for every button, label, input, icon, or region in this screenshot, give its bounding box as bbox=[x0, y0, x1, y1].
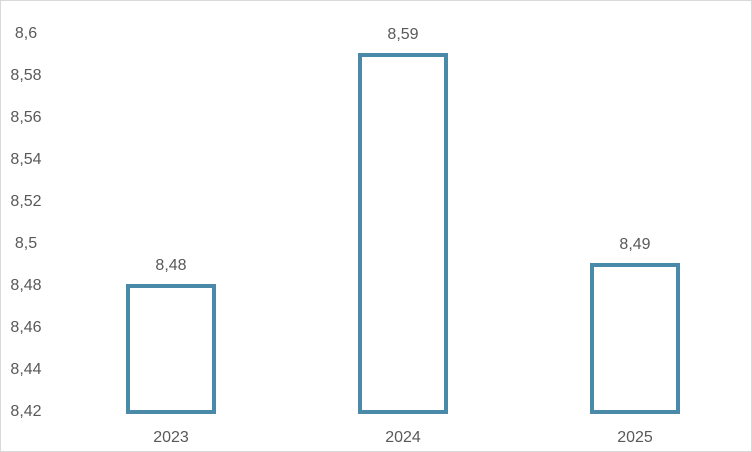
y-tick-label: 8,56 bbox=[10, 109, 41, 126]
y-tick-label: 8,46 bbox=[10, 319, 41, 336]
x-tick-label: 2024 bbox=[385, 429, 421, 446]
y-tick-label: 8,54 bbox=[10, 151, 41, 168]
y-tick-label: 8,58 bbox=[10, 67, 41, 84]
x-tick-label: 2023 bbox=[153, 429, 189, 446]
y-tick-label: 8,5 bbox=[15, 235, 37, 252]
bar bbox=[590, 263, 680, 414]
x-tick-label: 2025 bbox=[617, 429, 653, 446]
y-tick-label: 8,42 bbox=[10, 403, 41, 420]
y-tick-label: 8,6 bbox=[15, 25, 37, 42]
bar bbox=[126, 284, 216, 414]
y-tick-label: 8,44 bbox=[10, 361, 41, 378]
data-label: 8,59 bbox=[387, 26, 418, 43]
y-tick-label: 8,48 bbox=[10, 277, 41, 294]
data-label: 8,49 bbox=[619, 236, 650, 253]
bar bbox=[358, 53, 448, 414]
y-tick-label: 8,52 bbox=[10, 193, 41, 210]
data-label: 8,48 bbox=[155, 257, 186, 274]
